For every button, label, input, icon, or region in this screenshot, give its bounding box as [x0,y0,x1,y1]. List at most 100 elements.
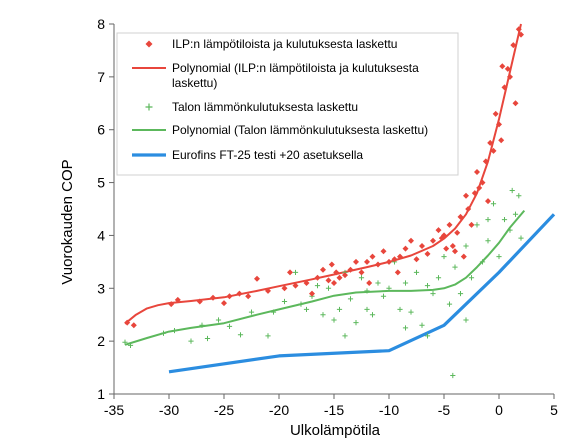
legend-swatch-diamond [145,40,153,48]
legend: ILP:n lämpötiloista ja kulutuksesta lask… [116,32,459,176]
data-point-plus [386,285,392,291]
data-point-diamond [465,206,472,212]
plot-area [122,23,556,379]
data-point-diamond [430,237,436,244]
series-4 [168,213,556,374]
data-point-plus [364,306,370,313]
trend-line [124,209,526,346]
data-point-plus [199,322,205,328]
data-point-plus [424,283,431,289]
data-point-diamond [515,26,522,33]
data-point-diamond [510,42,517,49]
data-point-diamond [314,274,321,281]
legend-swatch-plus [145,103,153,111]
data-point-diamond [492,110,499,117]
data-point-diamond [397,253,403,260]
legend-label: ILP:n lämpötiloista ja kulutuksesta lask… [172,37,397,51]
x-tick-label: -5 [438,402,451,418]
data-point-plus [325,285,332,291]
data-point-plus [320,312,326,318]
data-point-plus [446,301,453,307]
data-point-diamond [441,232,447,239]
data-point-diamond [413,256,420,263]
data-point-diamond [446,221,453,228]
data-point-diamond [168,301,175,308]
y-axis-title: Vuorokauden COP [59,159,76,284]
data-point-plus [496,253,502,260]
data-point-plus [298,301,304,307]
data-point-diamond [512,100,519,107]
data-point-plus [402,325,409,331]
data-point-plus [248,309,255,315]
data-point-diamond [174,296,181,303]
x-tick-label: -30 [159,402,179,418]
x-axis-title: Ulkolämpötila [290,422,381,439]
data-point-plus [450,372,456,379]
data-point-diamond [499,63,506,70]
data-point-plus [435,275,442,281]
data-point-diamond [482,158,489,165]
data-point-plus [430,290,436,297]
data-point-plus [122,339,128,345]
data-point-diamond [221,300,227,307]
data-point-diamond [328,261,335,268]
data-point-diamond [196,298,203,305]
eurofins-line [168,213,556,374]
legend-item: ILP:n lämpötiloista ja kulutuksesta lask… [145,37,397,51]
data-point-plus [485,238,491,244]
y-tick-label: 1 [97,386,105,402]
data-point-plus [408,309,414,315]
legend-item: Talon lämmönkulutuksesta laskettu [145,100,358,114]
data-point-diamond [333,269,340,276]
data-point-plus [204,335,211,342]
data-point-diamond [391,256,398,263]
data-point-diamond [320,266,326,273]
legend-item: Polynomial (ILP:n lämpötiloista ja kulut… [132,61,419,90]
data-point-plus [490,201,497,207]
data-point-plus [501,216,508,223]
data-point-diamond [454,229,461,236]
data-point-diamond [303,280,310,286]
data-point-plus [127,342,134,348]
data-point-plus [303,306,310,313]
data-point-diamond [471,190,478,197]
data-point-diamond [460,253,467,260]
data-point-diamond [380,248,387,255]
data-point-diamond [287,269,293,276]
data-point-diamond [342,272,348,279]
data-point-diamond [236,290,243,297]
data-point-plus [281,298,288,305]
y-tick-label: 4 [97,227,105,243]
data-point-plus [485,216,491,223]
data-point-plus [441,253,447,260]
data-point-plus [413,269,420,276]
legend-label: Talon lämmönkulutuksesta laskettu [172,100,358,114]
data-point-plus [457,290,464,297]
y-tick-label: 6 [97,122,105,138]
data-point-diamond [369,253,376,260]
data-point-diamond [402,245,409,252]
y-tick-label: 2 [97,333,105,349]
data-point-diamond [358,269,365,276]
ticks: -35 -30 -25 -20 -15 -10 -5 0 5 1 2 3 4 5 6 7 8 [97,16,558,418]
x-tick-label: -15 [324,402,344,418]
data-point-plus [364,288,370,294]
data-point-plus [402,280,409,286]
data-point-diamond [331,280,337,286]
legend-label: Polynomial (ILP:n lämpötiloista ja kulut… [172,61,419,90]
data-point-diamond [435,227,442,234]
data-point-plus [509,187,515,194]
data-point-diamond [498,137,505,144]
y-tick-label: 8 [97,16,105,32]
data-point-diamond [504,65,511,72]
data-point-diamond [468,221,475,228]
data-point-diamond [463,192,469,199]
y-tick-label: 7 [97,69,105,85]
data-point-diamond [366,280,373,286]
data-point-plus [171,327,178,334]
data-point-plus [358,275,365,281]
data-point-plus [424,333,431,339]
data-point-plus [380,293,387,299]
data-point-plus [397,306,403,313]
data-point-diamond [452,248,458,255]
